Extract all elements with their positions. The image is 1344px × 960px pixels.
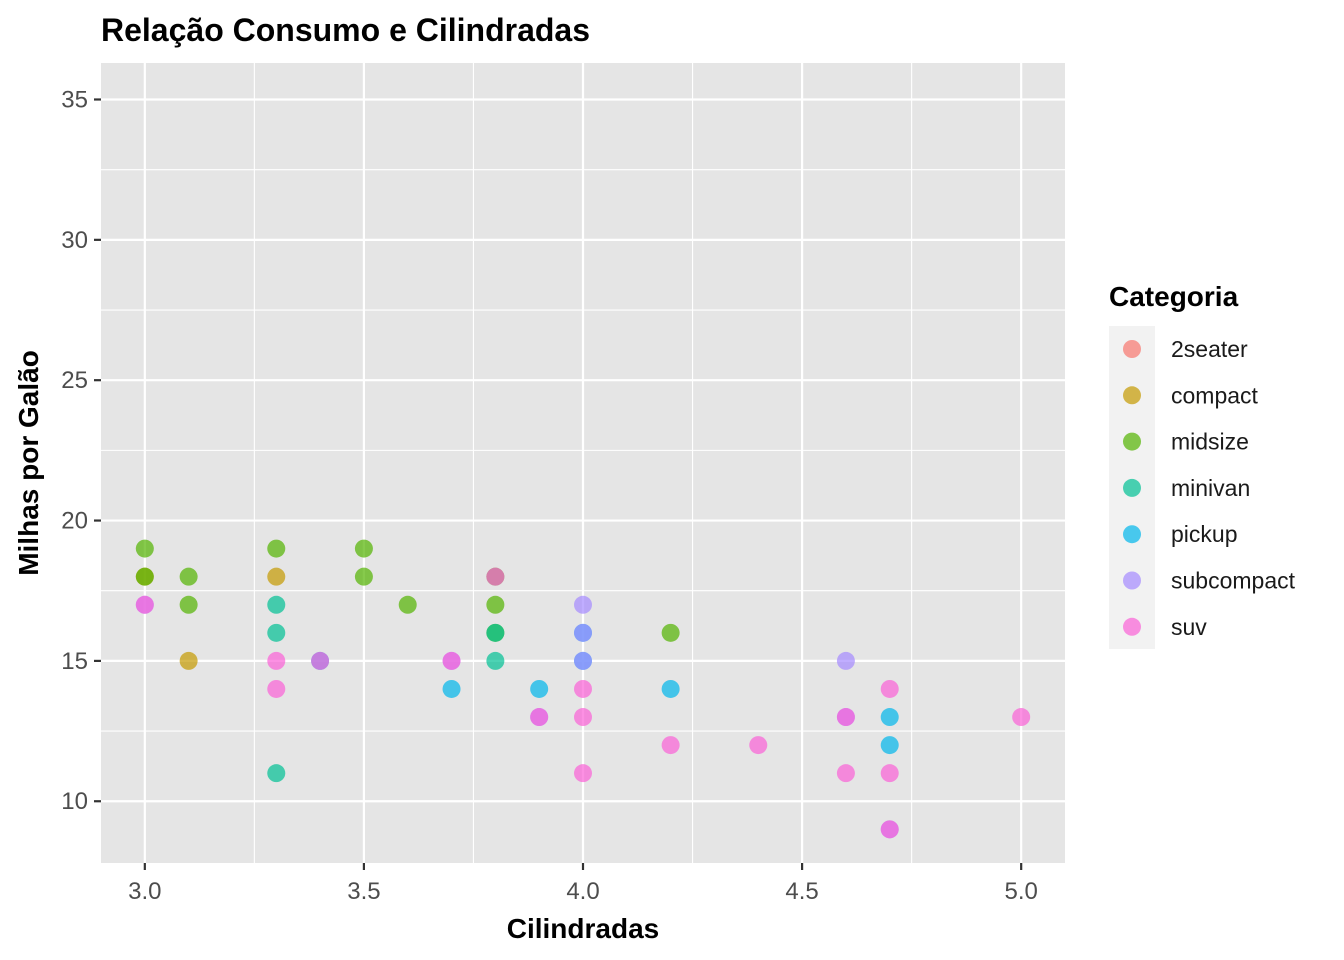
data-point-subcompact: [836, 651, 855, 670]
data-point-midsize: [354, 567, 373, 586]
x-axis-title: Cilindradas: [507, 913, 659, 944]
data-point-suv: [836, 764, 855, 783]
legend-key-subcompact: [1123, 571, 1141, 590]
data-point-subcompact: [574, 651, 592, 670]
data-point-suv: [749, 736, 768, 755]
data-point-pickup: [880, 736, 899, 755]
data-point-midsize: [354, 539, 373, 558]
legend-label-minivan: minivan: [1171, 475, 1250, 501]
data-point-minivan: [267, 623, 286, 642]
data-point-midsize: [135, 539, 154, 558]
data-point-midsize: [486, 595, 505, 614]
data-point-suv: [267, 651, 286, 670]
data-point-suv: [836, 708, 855, 727]
data-point-pickup: [880, 708, 899, 727]
legend-title: Categoria: [1109, 281, 1239, 312]
data-point-suv: [574, 708, 592, 727]
data-point-suv: [442, 651, 461, 670]
x-tick-label: 3.5: [347, 878, 380, 905]
y-tick-label: 25: [61, 367, 88, 394]
y-tick-label: 15: [61, 648, 88, 675]
data-point-suv: [880, 679, 899, 698]
legend-label-midsize: midsize: [1171, 429, 1249, 455]
legend: Categoria 2seater compact midsize minivan pi…: [1109, 281, 1296, 649]
y-axis-title: Milhas por Galão: [13, 350, 44, 576]
y-tick-label: 10: [61, 788, 88, 815]
data-point-suv: [530, 708, 549, 727]
data-point-suv: [311, 651, 330, 670]
data-point-suv: [135, 595, 154, 614]
axes: 3.0 3.5 4.0 4.5 5.0 10 15 20 25 30 35: [61, 86, 1038, 905]
data-point-suv: [486, 567, 505, 586]
data-point-suv: [880, 764, 899, 783]
data-point-suv: [880, 820, 899, 839]
legend-label-pickup: pickup: [1171, 521, 1237, 547]
data-point-compact: [179, 651, 198, 670]
legend-key-compact: [1123, 386, 1141, 405]
data-point-pickup: [442, 679, 461, 698]
data-point-suv: [574, 679, 592, 698]
y-tick-label: 30: [61, 227, 88, 254]
data-point-subcompact: [574, 623, 592, 642]
legend-key-minivan: [1123, 478, 1141, 497]
x-tick-label: 4.0: [566, 878, 599, 905]
x-tick-label: 4.5: [785, 878, 818, 905]
data-point-minivan: [486, 651, 505, 670]
data-point-subcompact: [574, 595, 592, 614]
legend-label-suv: suv: [1171, 614, 1207, 640]
legend-key-2seater: [1123, 340, 1141, 358]
data-point-midsize: [267, 539, 286, 558]
data-point-midsize: [661, 623, 680, 642]
data-point-midsize: [179, 567, 198, 586]
y-tick-label: 35: [61, 86, 88, 113]
data-point-pickup: [661, 679, 680, 698]
legend-key-pickup: [1123, 525, 1141, 544]
data-point-midsize: [135, 567, 154, 586]
data-point-minivan: [267, 764, 286, 783]
data-points: [135, 539, 1031, 839]
legend-key-suv: [1123, 617, 1141, 636]
legend-label-2seater: 2seater: [1171, 336, 1248, 362]
x-tick-label: 3.0: [128, 878, 161, 905]
data-point-suv: [1012, 708, 1031, 727]
data-point-suv: [267, 679, 286, 698]
data-point-suv: [574, 764, 592, 783]
data-point-minivan: [267, 595, 286, 614]
grid-lines: [101, 63, 1065, 863]
data-point-pickup: [530, 679, 549, 698]
x-tick-label: 5.0: [1004, 878, 1037, 905]
chart-title: Relação Consumo e Cilindradas: [101, 12, 590, 48]
legend-label-compact: compact: [1171, 382, 1259, 408]
data-point-midsize: [179, 595, 198, 614]
data-point-compact: [267, 567, 286, 586]
data-point-minivan: [486, 623, 505, 642]
y-tick-label: 20: [61, 508, 88, 535]
legend-label-subcompact: subcompact: [1171, 568, 1296, 594]
data-point-midsize: [398, 595, 417, 614]
data-point-suv: [661, 736, 680, 755]
legend-key-midsize: [1123, 432, 1141, 451]
